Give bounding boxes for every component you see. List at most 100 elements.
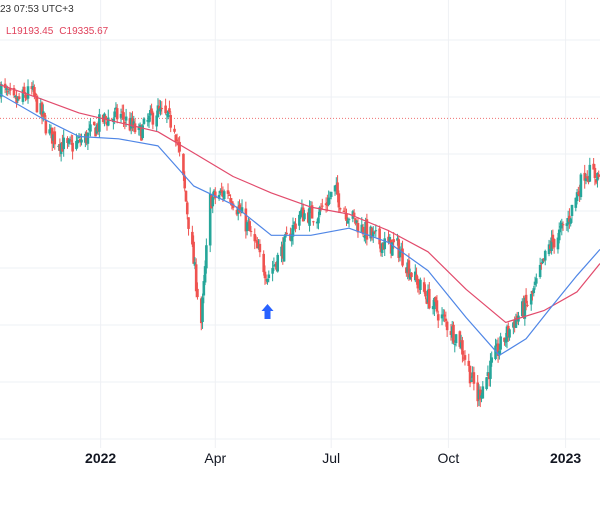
candle-body-down xyxy=(592,163,595,170)
candle-body-down xyxy=(169,115,173,128)
candle-body-up xyxy=(318,207,322,216)
candle-body-up xyxy=(419,279,422,290)
candle-body-down xyxy=(345,213,348,221)
arrow-up-marker-icon[interactable] xyxy=(261,304,274,319)
candle-body-up xyxy=(77,136,81,138)
candle-body-down xyxy=(123,121,127,123)
x-axis: 2022 Apr Jul Oct 2023 xyxy=(85,450,581,466)
candle-body-down xyxy=(44,120,48,134)
candle-body-down xyxy=(226,190,230,194)
candle-body-down xyxy=(397,239,401,258)
candle-body-up xyxy=(166,110,170,118)
candle-body-up xyxy=(514,318,518,328)
candle-body-down xyxy=(249,230,253,232)
candle-body-up xyxy=(490,357,494,363)
candle-body-down xyxy=(336,182,339,196)
candle-body-down xyxy=(24,94,27,98)
candle-body-down xyxy=(551,234,555,243)
candle-body-down xyxy=(524,294,528,304)
candle-body-down xyxy=(150,108,153,114)
candle-body-up xyxy=(208,193,212,246)
candle-body-down xyxy=(187,217,190,229)
candle-body-down xyxy=(133,123,137,133)
candle-body-down xyxy=(182,153,185,176)
candle-body-down xyxy=(552,239,556,248)
candle-body-down xyxy=(164,105,167,114)
candle-body-up xyxy=(317,217,320,224)
moving-average-fast-line xyxy=(0,93,600,356)
candle-body-down xyxy=(196,288,199,298)
candle-body-up xyxy=(112,119,115,123)
candle-body-down xyxy=(178,141,181,152)
candle-body-up xyxy=(575,192,579,202)
candle-body-up xyxy=(21,89,25,102)
candle-body-up xyxy=(142,118,146,124)
candle-body-up xyxy=(67,140,71,144)
candle-body-down xyxy=(183,175,187,189)
candle-body-up xyxy=(124,116,128,121)
candle-body-up xyxy=(89,124,92,132)
candle-body-down xyxy=(294,223,297,229)
candle-body-up xyxy=(489,360,492,379)
header-timestamp: 23 07:53 UTC+3 xyxy=(0,4,74,15)
candle-body-down xyxy=(40,102,44,117)
candle-body-down xyxy=(71,142,74,152)
candle-body-down xyxy=(415,274,418,280)
candle-body-down xyxy=(184,190,188,202)
candle-body-down xyxy=(220,190,223,192)
candle-body-up xyxy=(276,254,280,272)
candle-body-down xyxy=(478,389,482,400)
candle-body-down xyxy=(496,343,500,356)
x-tick-label: Apr xyxy=(204,450,226,466)
candle-body-down xyxy=(168,108,171,112)
candle-body-down xyxy=(342,210,346,212)
candle-body-down xyxy=(312,221,315,223)
candle-body-up xyxy=(211,197,215,207)
candle-body-down xyxy=(594,179,598,183)
candle-body-down xyxy=(192,241,195,264)
candle-body-up xyxy=(292,222,296,224)
candle-body-down xyxy=(378,228,381,245)
candle-body-up xyxy=(272,265,276,267)
candle-body-down xyxy=(191,231,194,245)
candle-body-up xyxy=(329,191,333,197)
candle-body-down xyxy=(253,234,257,242)
candle-body-up xyxy=(202,281,206,296)
candle-body-down xyxy=(194,264,198,292)
candle-body-down xyxy=(33,87,36,97)
candle-body-up xyxy=(271,268,274,274)
x-tick-label: 2022 xyxy=(85,450,116,466)
candle-body-up xyxy=(508,329,511,338)
candle-body-down xyxy=(435,300,439,312)
low-value: L19193.45 xyxy=(6,26,54,37)
candle-body-up xyxy=(219,190,222,194)
candle-body-up xyxy=(13,96,17,98)
candle-body-up xyxy=(155,115,158,127)
candle-body-down xyxy=(17,96,21,99)
candle-body-down xyxy=(285,232,288,235)
candle-body-down xyxy=(120,111,124,113)
candle-body-down xyxy=(319,207,323,209)
candle-body-down xyxy=(122,112,125,120)
candle-body-down xyxy=(436,314,440,321)
candle-body-down xyxy=(365,219,369,240)
candle-body-up xyxy=(535,278,538,284)
candle-body-down xyxy=(34,93,37,96)
candle-body-down xyxy=(373,231,376,233)
candle-body-down xyxy=(472,372,476,384)
candle-body-down xyxy=(262,253,265,273)
candle-body-down xyxy=(310,205,314,219)
candle-body-down xyxy=(174,134,178,142)
candle-body-up xyxy=(398,251,402,258)
candle-body-down xyxy=(427,288,431,309)
candle-body-down xyxy=(320,205,324,207)
candle-body-up xyxy=(328,197,332,199)
close-value: C19335.67 xyxy=(59,26,109,37)
candle-body-down xyxy=(157,106,161,109)
candle-body-down xyxy=(175,139,179,142)
candle-body-down xyxy=(597,174,600,177)
candle-body-up xyxy=(303,213,306,220)
candle-body-down xyxy=(445,321,449,331)
